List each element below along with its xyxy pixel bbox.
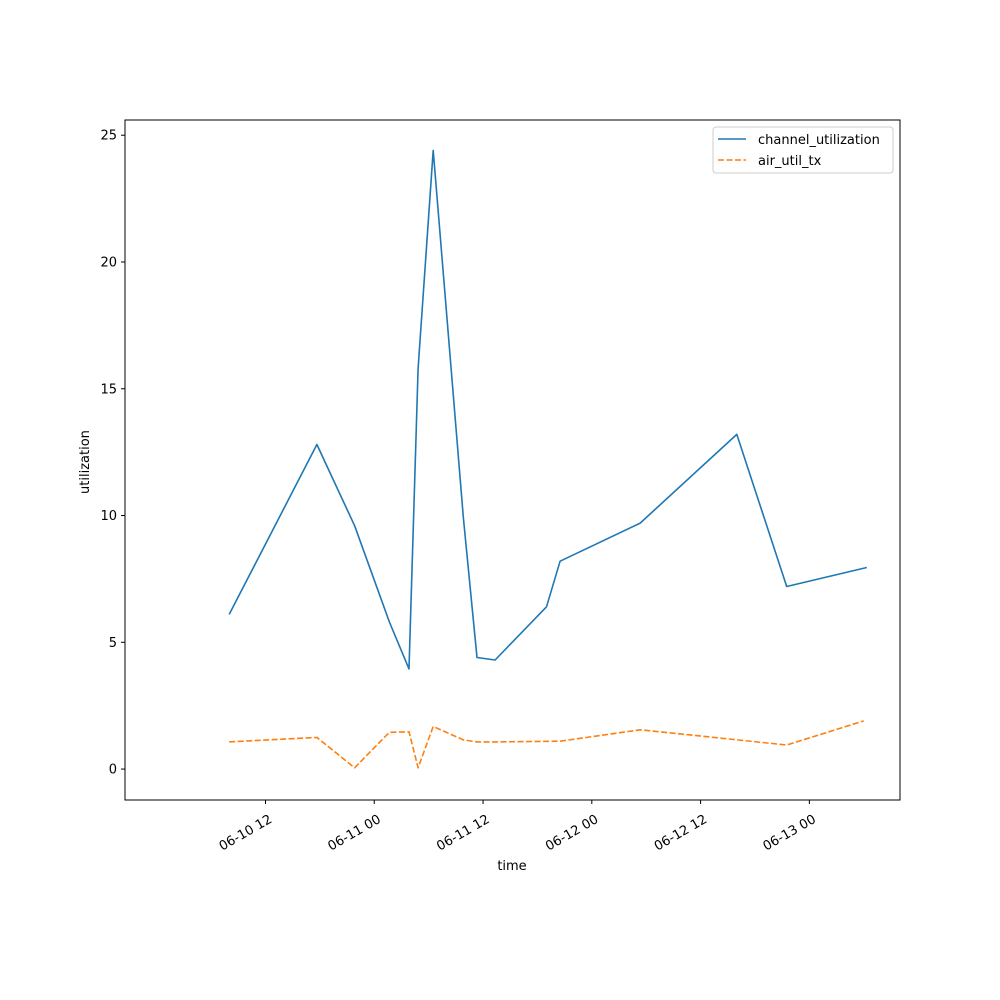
x-tick-label: 06-13 00 xyxy=(761,812,819,854)
x-tick-label: 06-10 12 xyxy=(217,812,275,854)
y-tick-label: 15 xyxy=(100,382,117,397)
series-line-channel-utilization xyxy=(228,149,867,670)
x-tick-label: 06-11 12 xyxy=(434,812,492,854)
y-tick-label: 5 xyxy=(109,636,117,651)
x-axis: 06-10 12 06-11 00 06-11 12 06-12 00 06-12 12… xyxy=(217,800,819,854)
y-tick-label: 20 xyxy=(100,255,117,270)
legend: channel_utilization air_util_tx xyxy=(712,126,894,174)
y-tick-label: 25 xyxy=(100,129,117,144)
legend-label-air-util-tx: air_util_tx xyxy=(758,154,822,169)
plot-frame xyxy=(124,119,901,801)
legend-label-channel-utilization: channel_utilization xyxy=(758,133,880,148)
x-tick-label: 06-11 00 xyxy=(326,812,384,854)
x-tick-label: 06-12 12 xyxy=(652,812,710,854)
x-axis-title: time xyxy=(497,859,526,874)
y-axis: 0 5 10 15 20 25 xyxy=(100,129,125,778)
legend-box xyxy=(712,126,894,174)
series-layer xyxy=(228,149,867,769)
y-tick-label: 0 xyxy=(109,763,117,778)
series-line-air-util-tx xyxy=(229,720,864,769)
x-tick-label: 06-12 00 xyxy=(543,812,601,854)
y-axis-title: utilization xyxy=(78,430,93,494)
y-tick-label: 10 xyxy=(100,509,117,524)
